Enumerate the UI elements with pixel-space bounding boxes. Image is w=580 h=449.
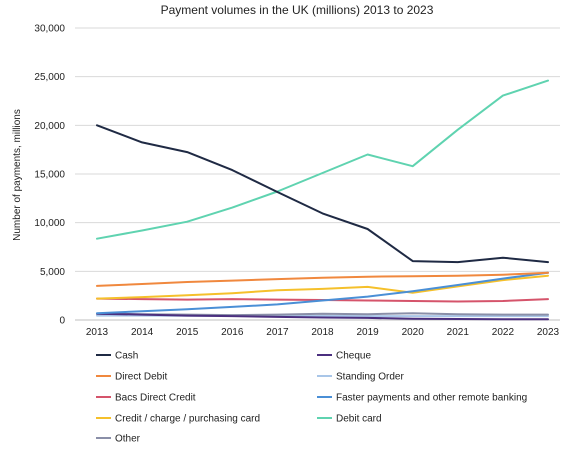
x-tick-label: 2013: [86, 327, 109, 338]
legend-label-cash: Cash: [115, 351, 138, 362]
legend: Cash Cheque Direct Debit Standing Order Bacs…: [96, 351, 527, 445]
legend-label-faster-payments-and-other-remote-banking: Faster payments and other remote banking: [336, 393, 527, 404]
legend-label-cheque: Cheque: [336, 351, 371, 362]
y-tick-label: 10,000: [34, 218, 65, 229]
legend-label-bacs-direct-credit: Bacs Direct Credit: [115, 393, 196, 404]
chart-title: Payment volumes in the UK (millions) 201…: [161, 3, 434, 17]
series-line-cash: [96, 124, 549, 264]
y-tick-label: 30,000: [34, 24, 65, 35]
y-axis-label: Number of payments, millions: [12, 109, 23, 241]
x-tick-label: 2018: [311, 327, 334, 338]
x-axis-ticks: 2013 2014 2015 2016 2017 2018 2019 2020 2021 2022…: [86, 327, 560, 338]
series-line-debit-card: [96, 79, 549, 240]
y-tick-label: 20,000: [34, 121, 65, 132]
series-line-credit-charge-purchasing-card: [96, 274, 549, 300]
y-tick-label: 5,000: [40, 267, 65, 278]
y-tick-label: 15,000: [34, 170, 65, 181]
series-line-faster-payments-and-other-remote-banking: [96, 271, 549, 315]
x-tick-label: 2017: [266, 327, 289, 338]
series-lines: [96, 79, 549, 321]
legend-label-credit-charge-purchasing-card: Credit / charge / purchasing card: [115, 414, 260, 425]
y-axis-ticks: 0 5,000 10,000 15,000 20,000 25,000 30,000: [34, 24, 65, 327]
x-tick-label: 2019: [356, 327, 379, 338]
series-line-cheque: [96, 312, 549, 321]
x-tick-label: 2022: [492, 327, 515, 338]
legend-label-debit-card: Debit card: [336, 414, 382, 425]
x-tick-label: 2021: [447, 327, 470, 338]
x-tick-label: 2020: [402, 327, 425, 338]
series-line-direct-debit: [96, 271, 549, 287]
x-tick-label: 2023: [537, 327, 560, 338]
legend-label-direct-debit: Direct Debit: [115, 372, 167, 383]
y-tick-label: 25,000: [34, 72, 65, 83]
x-tick-label: 2015: [176, 327, 199, 338]
legend-label-other: Other: [115, 434, 141, 445]
x-tick-label: 2016: [221, 327, 244, 338]
legend-label-standing-order: Standing Order: [336, 372, 404, 383]
x-tick-label: 2014: [131, 327, 154, 338]
y-tick-label: 0: [59, 316, 65, 327]
